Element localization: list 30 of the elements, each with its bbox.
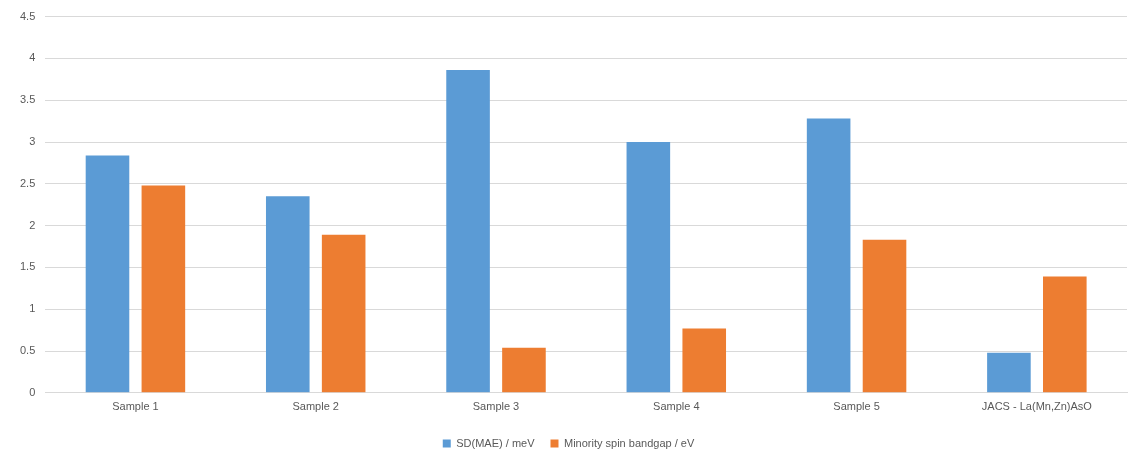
y-tick-label: 2 (29, 218, 36, 231)
y-tick-label: 2.5 (19, 176, 36, 189)
legend-label: Minority spin bandgap / eV (563, 436, 695, 449)
bar (987, 352, 1031, 393)
x-tick-label: Sample 4 (653, 400, 700, 413)
bar (502, 347, 546, 393)
bar (141, 185, 186, 393)
x-tick-label: JACS - La(Mn,Zn)AsO (981, 400, 1093, 413)
bar (446, 70, 490, 393)
y-tick-label: 4.5 (19, 9, 36, 22)
bar (321, 234, 366, 393)
x-tick-label: Sample 1 (112, 400, 159, 413)
bar (1043, 276, 1087, 393)
bar (806, 118, 851, 393)
bar (85, 155, 130, 393)
x-tick-label: Sample 2 (292, 400, 339, 413)
x-tick-label: Sample 3 (472, 400, 520, 413)
y-tick-label: 3.5 (19, 93, 36, 106)
y-tick-label: 0 (29, 385, 36, 398)
legend-label: SD(MAE) / meV (456, 436, 536, 449)
y-tick-label: 1 (29, 302, 36, 315)
bar (682, 328, 727, 393)
bar (265, 196, 310, 393)
x-tick-label: Sample 5 (833, 400, 880, 413)
bar (626, 142, 671, 393)
y-tick-label: 1.5 (19, 260, 36, 273)
y-tick-label: 4 (29, 51, 36, 64)
y-tick-label: 3 (29, 135, 36, 148)
bar (862, 239, 907, 393)
y-tick-label: 0.5 (19, 344, 36, 357)
